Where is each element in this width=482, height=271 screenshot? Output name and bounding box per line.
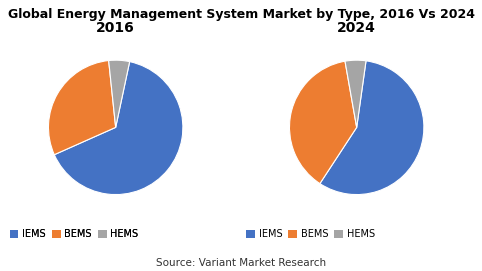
Legend: IEMS, BEMS, HEMS: IEMS, BEMS, HEMS (246, 229, 375, 239)
Legend: IEMS, BEMS, HEMS: IEMS, BEMS, HEMS (10, 229, 138, 239)
Wedge shape (345, 60, 366, 127)
Wedge shape (290, 61, 357, 184)
Text: Source: Variant Market Research: Source: Variant Market Research (156, 258, 326, 268)
Title: 2016: 2016 (96, 21, 135, 35)
Title: 2024: 2024 (337, 21, 376, 35)
Wedge shape (54, 62, 183, 195)
Text: Global Energy Management System Market by Type, 2016 Vs 2024: Global Energy Management System Market b… (8, 8, 474, 21)
Wedge shape (108, 60, 130, 127)
Wedge shape (49, 60, 116, 155)
Wedge shape (320, 61, 424, 195)
